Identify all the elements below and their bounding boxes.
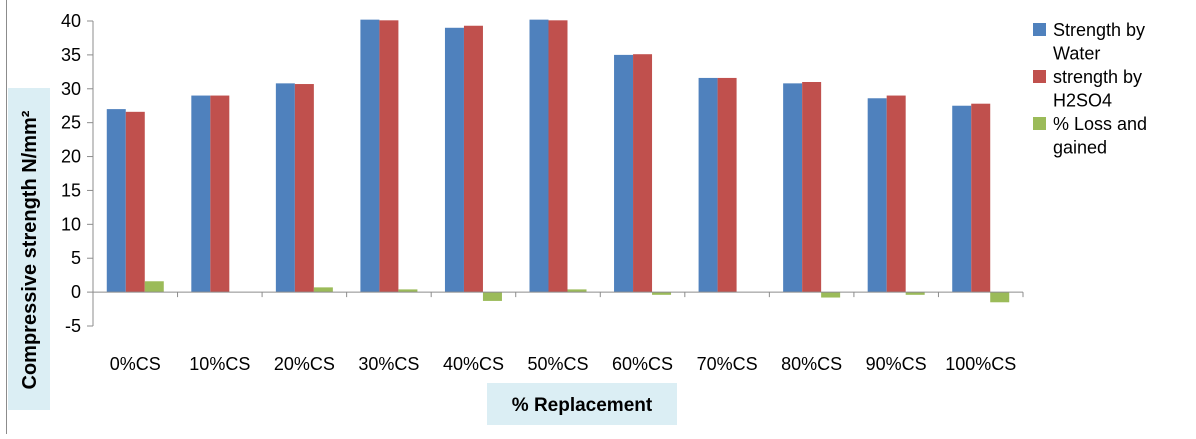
y-axis-title: Compressive strength N/mm² [19, 110, 41, 389]
x-tick-label: 0%CS [110, 354, 161, 374]
x-tick-label: 20%CS [274, 354, 335, 374]
y-tick-label: 10 [61, 214, 81, 234]
x-tick-label: 30%CS [358, 354, 419, 374]
y-tick-label: 5 [71, 248, 81, 268]
y-tick-label: 30 [61, 79, 81, 99]
bar-strength-by-h2so4 [294, 84, 314, 293]
y-tick-label: 40 [61, 11, 81, 31]
x-tick-label: 70%CS [697, 354, 758, 374]
legend-label: strength by [1053, 67, 1142, 87]
bar-loss-and-gained [652, 292, 672, 295]
x-axis-title: % Replacement [512, 395, 653, 416]
legend-label: gained [1053, 138, 1107, 158]
bar-strength-by-water [191, 95, 211, 293]
y-axis-title-background [8, 88, 50, 410]
axes [92, 21, 1023, 326]
x-tick-label: 90%CS [866, 354, 927, 374]
bar-strength-by-water [529, 19, 549, 293]
x-tick-label: 40%CS [443, 354, 504, 374]
legend-label: % Loss and [1053, 114, 1147, 134]
bar-loss-and-gained [567, 289, 587, 293]
bar-strength-by-h2so4 [971, 103, 991, 293]
bar-strength-by-h2so4 [633, 54, 653, 293]
bar-strength-by-h2so4 [210, 95, 230, 293]
legend-label: Strength by [1053, 20, 1145, 40]
y-tick-label: -5 [65, 316, 81, 336]
bar-strength-by-water [952, 105, 972, 293]
bar-strength-by-h2so4 [379, 20, 399, 293]
bar-strength-by-water [783, 83, 803, 293]
y-tick-label: 20 [61, 147, 81, 167]
bar-strength-by-water [275, 83, 295, 293]
x-axis-ticks: 0%CS 10%CS 20%CS 30%CS 40%CS 50%CS 60%CS 70%CS 8… [92, 292, 1024, 374]
legend-swatch [1033, 117, 1046, 130]
x-tick-label: 80%CS [781, 354, 842, 374]
bar-strength-by-water [360, 19, 380, 293]
x-tick-label: 100%CS [945, 354, 1016, 374]
bar-strength-by-water [867, 98, 887, 293]
x-axis-title-background [487, 383, 677, 425]
bar-strength-by-water [698, 77, 718, 293]
y-axis-title-group: Compressive strength N/mm² [8, 88, 50, 410]
x-tick-label: 10%CS [189, 354, 250, 374]
bar-loss-and-gained [821, 292, 841, 298]
bar-strength-by-h2so4 [886, 95, 906, 293]
legend-swatch [1033, 23, 1046, 36]
bar-strength-by-water [614, 54, 634, 293]
legend-swatch [1033, 70, 1046, 83]
y-tick-label: 25 [61, 113, 81, 133]
bar-loss-and-gained [398, 289, 418, 293]
bar-loss-and-gained [482, 292, 502, 301]
bar-loss-and-gained [144, 281, 164, 293]
bar-strength-by-water [444, 27, 464, 293]
y-tick-label: 35 [61, 45, 81, 65]
x-tick-label: 50%CS [527, 354, 588, 374]
bar-strength-by-water [106, 109, 126, 293]
bar-strength-by-h2so4 [717, 77, 737, 293]
bar-loss-and-gained [990, 292, 1010, 303]
x-axis-title-group: % Replacement [487, 383, 677, 425]
bar-strength-by-h2so4 [802, 82, 822, 293]
bar-loss-and-gained [905, 292, 925, 295]
bar-strength-by-h2so4 [548, 20, 568, 293]
bar-loss-and-gained [313, 287, 333, 293]
bars [106, 19, 1010, 303]
y-tick-label: 0 [71, 282, 81, 302]
y-axis-ticks: -5 0 5 10 15 20 25 30 35 40 [61, 11, 93, 336]
legend-label: H2SO4 [1053, 91, 1112, 111]
bar-strength-by-h2so4 [463, 25, 483, 293]
x-tick-label: 60%CS [612, 354, 673, 374]
legend-label: Water [1053, 44, 1100, 64]
legend: Strength by Water strength by H2SO4 % Loss a… [1033, 20, 1147, 158]
y-tick-label: 15 [61, 180, 81, 200]
bar-strength-by-h2so4 [125, 111, 145, 293]
